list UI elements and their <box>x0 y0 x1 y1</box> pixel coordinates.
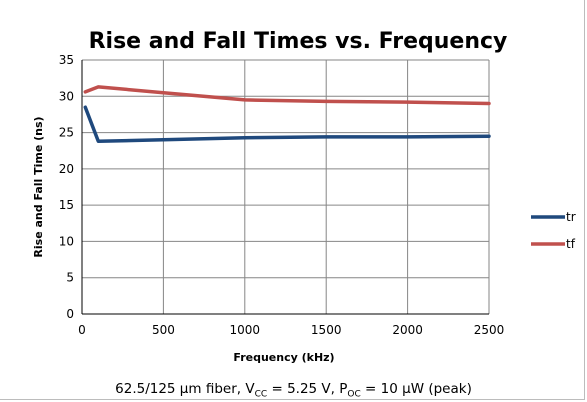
series-line-tf <box>83 85 491 106</box>
legend-label-tr: tr <box>566 210 576 224</box>
axes <box>81 60 489 315</box>
grid <box>81 59 490 315</box>
y-tick-label: 30 <box>59 89 74 103</box>
legend: tr tf <box>531 210 576 251</box>
x-tick-label: 2000 <box>392 323 423 337</box>
x-tick-label: 500 <box>152 323 175 337</box>
y-tick-label: 25 <box>59 126 74 140</box>
caption-text-2: = 5.25 V, P <box>267 381 348 397</box>
x-tick-label: 2500 <box>474 323 505 337</box>
axis-ticks: 0 5 10 15 20 25 30 35 0 500 1000 1500 2000 2500 <box>59 53 505 337</box>
y-tick-label: 5 <box>66 271 74 285</box>
x-axis-label: Frequency (kHz) <box>233 351 334 364</box>
caption-subscript-1: CC <box>254 389 268 400</box>
legend-label-tf: tf <box>566 237 576 251</box>
series-line-tr <box>83 105 491 144</box>
chart-title: Rise and Fall Times vs. Frequency <box>89 29 508 54</box>
y-tick-label: 20 <box>59 162 74 176</box>
series-lines <box>83 85 491 144</box>
y-tick-label: 35 <box>59 53 74 67</box>
chart-caption: 62.5/125 µm fiber, VCC = 5.25 V, POC = 1… <box>0 381 587 400</box>
caption-text-1: 62.5/125 µm fiber, V <box>115 381 255 397</box>
y-tick-label: 10 <box>59 234 74 248</box>
caption-subscript-2: OC <box>347 389 361 400</box>
x-tick-label: 0 <box>78 323 86 337</box>
caption-text-3: = 10 µW (peak) <box>360 381 472 397</box>
y-axis-label: Rise and Fall Time (ns) <box>32 116 45 257</box>
y-tick-label: 0 <box>66 307 74 321</box>
x-tick-label: 1500 <box>311 323 342 337</box>
y-tick-label: 15 <box>59 198 74 212</box>
x-tick-label: 1000 <box>230 323 261 337</box>
